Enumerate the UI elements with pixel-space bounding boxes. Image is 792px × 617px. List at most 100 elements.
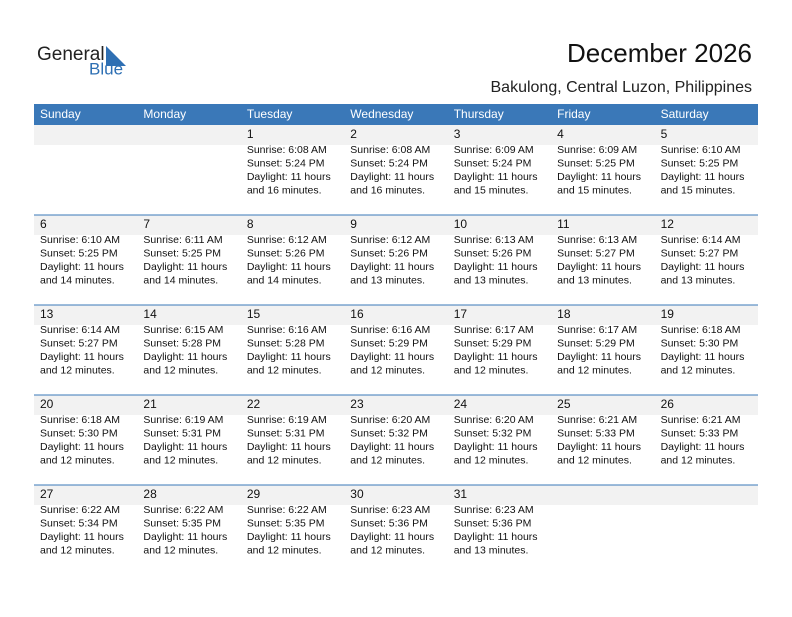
- day-info: Sunset: 5:32 PM: [350, 427, 428, 439]
- day-info: Sunset: 5:35 PM: [143, 517, 221, 529]
- day-info: Daylight: 11 hours: [247, 261, 331, 273]
- day-info: and 12 minutes.: [350, 544, 425, 556]
- day-info: Daylight: 11 hours: [143, 351, 227, 363]
- day-info: Sunrise: 6:23 AM: [350, 504, 430, 516]
- day-info: Sunrise: 6:14 AM: [661, 234, 741, 246]
- day-number: 12: [661, 217, 675, 231]
- day-info: Sunrise: 6:22 AM: [40, 504, 120, 516]
- weekday-header: [34, 104, 758, 125]
- day-info: Sunrise: 6:08 AM: [247, 144, 327, 156]
- day-info: Sunrise: 6:16 AM: [350, 324, 430, 336]
- day-info: and 12 minutes.: [40, 364, 115, 376]
- day-number-band: [34, 125, 758, 145]
- day-info: and 12 minutes.: [143, 364, 218, 376]
- day-info: and 12 minutes.: [40, 544, 115, 556]
- day-info: Daylight: 11 hours: [40, 441, 124, 453]
- day-info: Sunrise: 6:09 AM: [454, 144, 534, 156]
- logo-general: General: [37, 44, 105, 65]
- day-info: Sunset: 5:25 PM: [661, 157, 739, 169]
- day-info: Sunset: 5:26 PM: [350, 247, 428, 259]
- day-info: Sunrise: 6:19 AM: [247, 414, 327, 426]
- day-info: Sunset: 5:33 PM: [661, 427, 739, 439]
- day-info: Sunset: 5:27 PM: [557, 247, 635, 259]
- day-info: Sunrise: 6:13 AM: [557, 234, 637, 246]
- day-info: and 12 minutes.: [454, 454, 529, 466]
- day-info: and 15 minutes.: [557, 184, 632, 196]
- day-info: and 14 minutes.: [143, 274, 218, 286]
- day-info: Sunrise: 6:17 AM: [454, 324, 534, 336]
- day-number: 4: [557, 127, 564, 141]
- day-info: Sunrise: 6:17 AM: [557, 324, 637, 336]
- day-info: Daylight: 11 hours: [557, 351, 641, 363]
- weekday-label: Wednesday: [350, 107, 413, 121]
- day-info: Daylight: 11 hours: [247, 171, 331, 183]
- day-number: 23: [350, 397, 364, 411]
- day-info: Sunrise: 6:20 AM: [454, 414, 534, 426]
- weekday-label: Saturday: [661, 107, 709, 121]
- day-info: Sunset: 5:25 PM: [557, 157, 635, 169]
- day-info: Sunrise: 6:11 AM: [143, 234, 222, 246]
- day-info: Daylight: 11 hours: [454, 261, 538, 273]
- day-info: Sunrise: 6:12 AM: [350, 234, 430, 246]
- day-info: Daylight: 11 hours: [350, 351, 434, 363]
- day-info: Daylight: 11 hours: [661, 171, 745, 183]
- day-info: Daylight: 11 hours: [661, 441, 745, 453]
- day-number-band: [34, 485, 758, 505]
- day-info: Sunrise: 6:10 AM: [40, 234, 120, 246]
- day-info: Sunset: 5:29 PM: [557, 337, 635, 349]
- day-info: Daylight: 11 hours: [454, 531, 538, 543]
- day-number: 1: [247, 127, 254, 141]
- day-number: 6: [40, 217, 47, 231]
- day-info: and 13 minutes.: [454, 544, 529, 556]
- day-info: Sunset: 5:30 PM: [40, 427, 118, 439]
- day-info: Sunset: 5:35 PM: [247, 517, 325, 529]
- day-number: 5: [661, 127, 668, 141]
- day-info: Daylight: 11 hours: [40, 351, 124, 363]
- day-info: Sunrise: 6:12 AM: [247, 234, 327, 246]
- day-info: and 15 minutes.: [454, 184, 529, 196]
- day-info: Daylight: 11 hours: [143, 441, 227, 453]
- day-info: Sunrise: 6:10 AM: [661, 144, 741, 156]
- day-number: 19: [661, 307, 675, 321]
- day-info: Daylight: 11 hours: [557, 441, 641, 453]
- day-info: Sunset: 5:31 PM: [247, 427, 325, 439]
- day-number: 10: [454, 217, 468, 231]
- day-info: Sunrise: 6:15 AM: [143, 324, 223, 336]
- day-info: Sunset: 5:29 PM: [350, 337, 428, 349]
- day-info: Sunrise: 6:22 AM: [143, 504, 223, 516]
- day-info: Sunrise: 6:23 AM: [454, 504, 534, 516]
- day-info: Sunset: 5:25 PM: [40, 247, 118, 259]
- day-info: Sunset: 5:27 PM: [661, 247, 739, 259]
- day-info: and 12 minutes.: [247, 544, 322, 556]
- day-number: 15: [247, 307, 261, 321]
- day-info: Sunset: 5:34 PM: [40, 517, 118, 529]
- day-info: Sunset: 5:27 PM: [40, 337, 118, 349]
- day-info: and 12 minutes.: [247, 364, 322, 376]
- weekday-label: Thursday: [454, 107, 504, 121]
- day-info: Daylight: 11 hours: [247, 441, 331, 453]
- day-info: Daylight: 11 hours: [40, 531, 124, 543]
- weekday-label: Tuesday: [247, 107, 293, 121]
- day-info: Daylight: 11 hours: [350, 171, 434, 183]
- day-number: 9: [350, 217, 357, 231]
- day-info: Sunrise: 6:08 AM: [350, 144, 430, 156]
- day-number: 30: [350, 487, 364, 501]
- day-info: Sunrise: 6:20 AM: [350, 414, 430, 426]
- day-info: Daylight: 11 hours: [247, 531, 331, 543]
- day-number: 26: [661, 397, 675, 411]
- day-info: Sunset: 5:26 PM: [454, 247, 532, 259]
- day-number: 13: [40, 307, 54, 321]
- day-info: Sunrise: 6:18 AM: [661, 324, 741, 336]
- day-number: 22: [247, 397, 261, 411]
- day-info: Sunset: 5:30 PM: [661, 337, 739, 349]
- day-info: Daylight: 11 hours: [661, 351, 745, 363]
- day-info: Daylight: 11 hours: [40, 261, 124, 273]
- day-info: and 15 minutes.: [661, 184, 736, 196]
- day-info: Sunset: 5:32 PM: [454, 427, 532, 439]
- day-info: Sunset: 5:33 PM: [557, 427, 635, 439]
- day-number-band: [34, 395, 758, 415]
- day-info: and 12 minutes.: [143, 454, 218, 466]
- day-info: Daylight: 11 hours: [350, 261, 434, 273]
- day-info: Sunset: 5:24 PM: [247, 157, 325, 169]
- day-info: Sunset: 5:28 PM: [143, 337, 221, 349]
